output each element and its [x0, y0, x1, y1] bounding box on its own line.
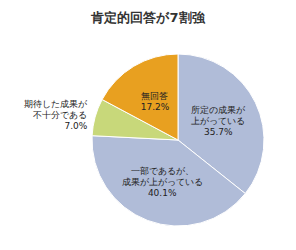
- svg-text:所定の成果が上がっている35.7%: 所定の成果が上がっている35.7%: [191, 105, 246, 137]
- svg-text:無回答17.2%: 無回答17.2%: [141, 91, 170, 112]
- svg-text:期待した成果が不十分である7.0%: 期待した成果が不十分である7.0%: [24, 99, 88, 131]
- svg-text:一部であるが、成果が上がっている40.1%: 一部であるが、成果が上がっている40.1%: [122, 166, 203, 198]
- html-text:肯定的回答が7割強: 肯定的回答が7割強: [91, 10, 205, 25]
